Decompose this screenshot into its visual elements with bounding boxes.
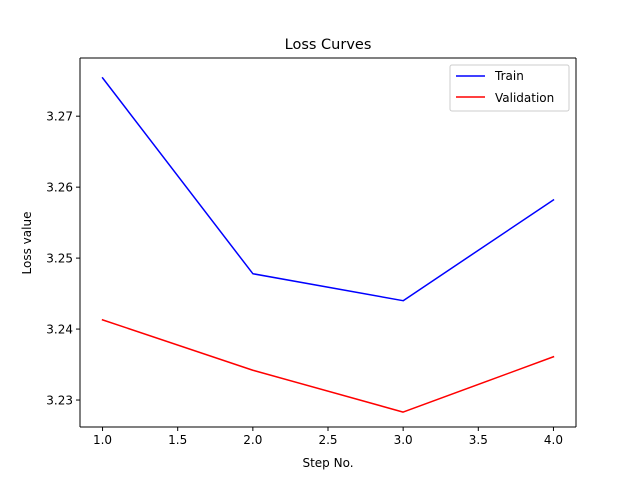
x-tick-label: 2.0 — [243, 433, 262, 447]
x-axis-label: Step No. — [302, 456, 353, 470]
x-tick-label: 3.0 — [394, 433, 413, 447]
chart-title: Loss Curves — [285, 37, 372, 53]
y-axis: 3.23 3.24 3.25 3.26 3.27 — [46, 110, 80, 408]
y-axis-label: Loss value — [20, 212, 34, 275]
y-tick-label: 3.26 — [46, 181, 73, 195]
x-tick-label: 4.0 — [544, 433, 563, 447]
legend: Train Validation — [449, 64, 570, 112]
y-tick-label: 3.24 — [46, 323, 73, 337]
plot-area — [79, 57, 577, 428]
x-tick-label: 1.5 — [168, 433, 187, 447]
series-layer — [101, 76, 555, 413]
legend-label-validation: Validation — [495, 91, 554, 105]
series-line-train — [101, 76, 555, 302]
x-tick-label: 1.0 — [93, 433, 112, 447]
plot-frame — [80, 58, 576, 427]
x-tick-label: 2.5 — [318, 433, 337, 447]
y-tick-label: 3.23 — [46, 394, 73, 408]
x-tick-label: 3.5 — [469, 433, 488, 447]
x-axis: 1.0 1.5 2.0 2.5 3.0 3.5 4.0 — [93, 427, 563, 447]
y-tick-label: 3.27 — [46, 110, 73, 124]
legend-label-train: Train — [494, 69, 524, 83]
series-line-validation — [101, 318, 555, 413]
y-tick-label: 3.25 — [46, 252, 73, 266]
